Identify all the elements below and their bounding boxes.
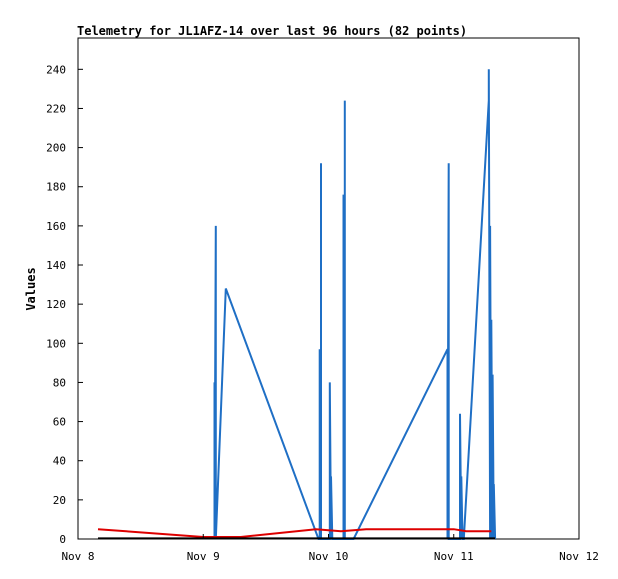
y-tick-label: 60 [53,416,66,429]
y-tick-label: 0 [59,533,66,546]
y-tick-label: 200 [46,142,66,155]
y-tick-label: 20 [53,494,66,507]
y-tick-label: 240 [46,63,66,76]
y-axis: 0 20 40 60 80 100 120 140 160 180 200 220 240 [46,63,83,546]
y-axis-label: Values [24,267,38,310]
y-tick-label: 160 [46,220,66,233]
y-tick-label: 100 [46,337,66,350]
series-line-1 [213,69,497,540]
x-tick-label: Nov 8 [61,550,94,563]
y-tick-label: 140 [46,259,66,272]
series-layer [97,69,497,540]
y-tick-label: 40 [53,455,66,468]
x-tick-label: Nov 10 [309,550,349,563]
x-tick-label: Nov 9 [187,550,220,563]
chart-title: Telemetry for JL1AFZ-14 over last 96 hou… [77,24,467,38]
y-tick-label: 120 [46,298,66,311]
x-axis: Nov 8 Nov 9 Nov 10 Nov 11 Nov 12 [61,534,599,563]
plot-frame [77,37,580,540]
x-tick-label: Nov 11 [434,550,474,563]
x-tick-label: Nov 12 [559,550,599,563]
y-tick-label: 80 [53,376,66,389]
series-line-2 [97,528,492,538]
y-tick-label: 220 [46,102,66,115]
y-tick-label: 180 [46,181,66,194]
